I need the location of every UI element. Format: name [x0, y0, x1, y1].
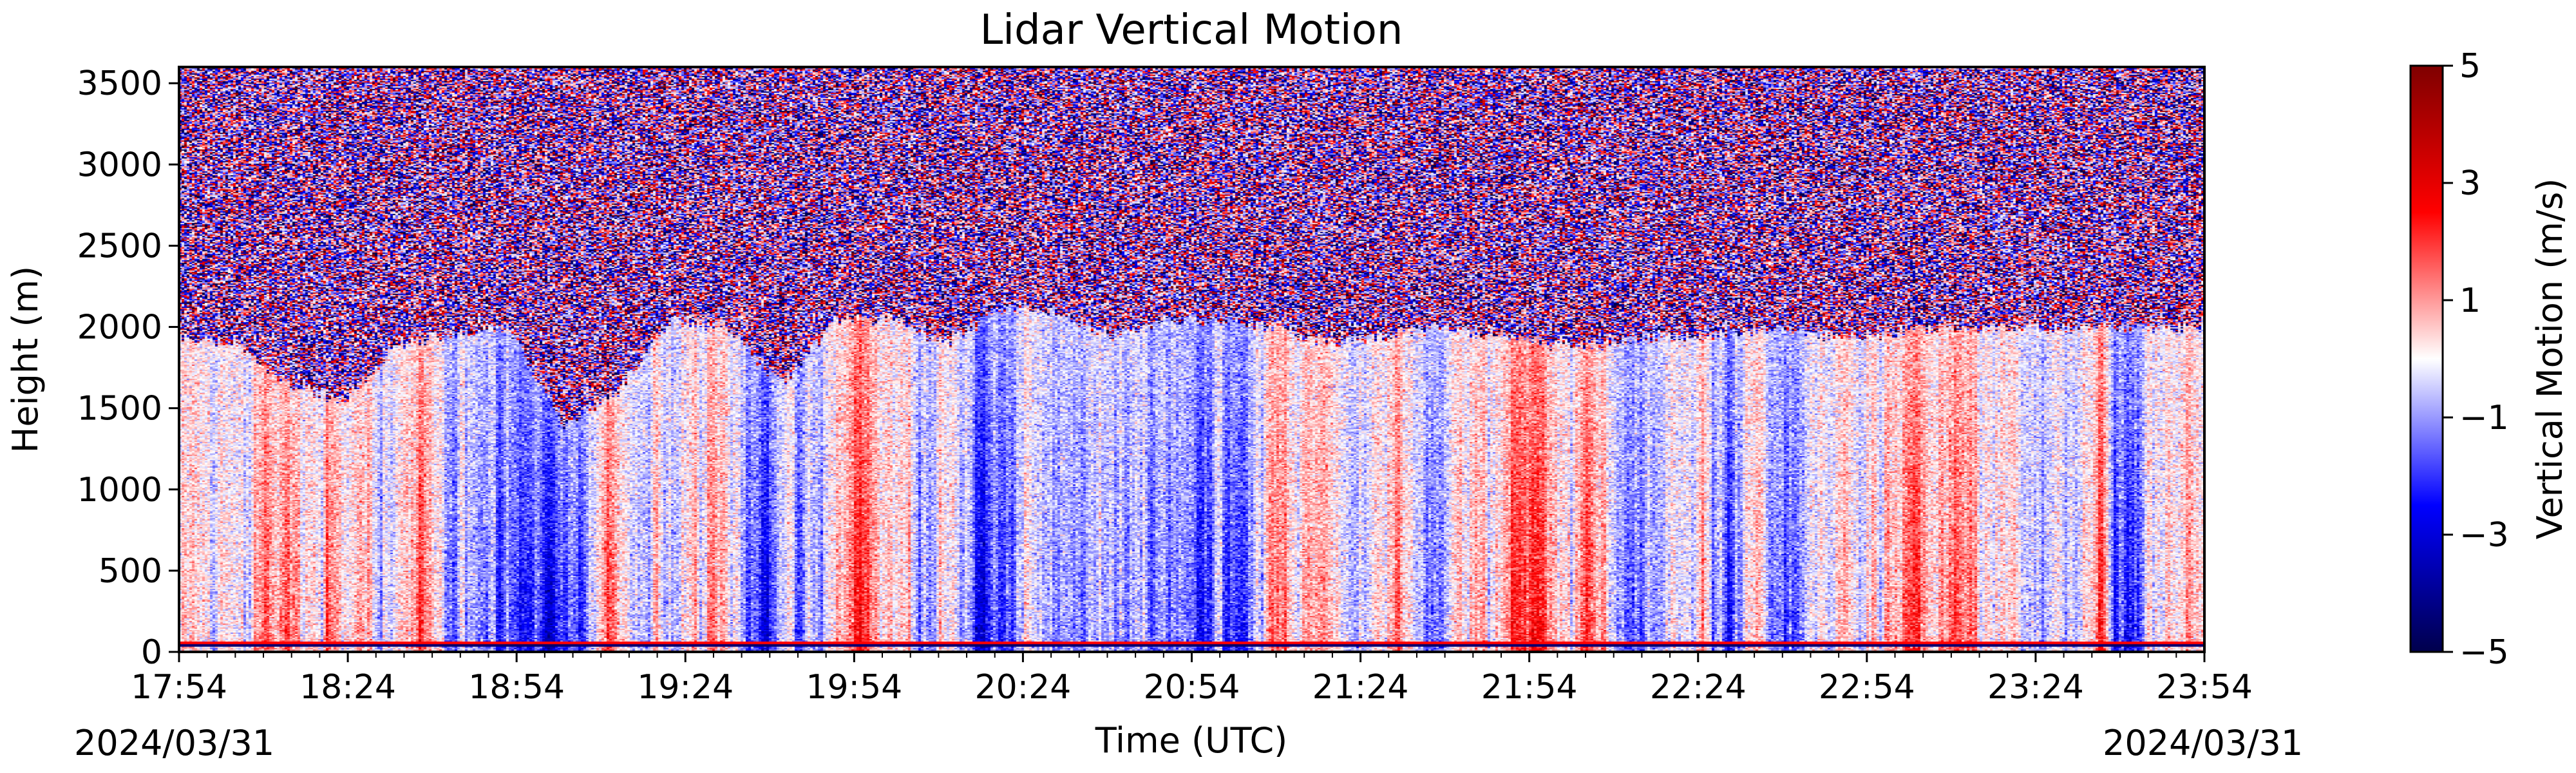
y-tick-label: 3500 [77, 64, 162, 103]
x-tick-label: 17:54 [131, 668, 227, 707]
x-tick-label: 21:24 [1312, 668, 1409, 707]
colorbar-tick-label: −3 [2459, 516, 2509, 555]
y-tick-label: 1500 [77, 390, 162, 428]
colorbar-tick-label: −1 [2459, 399, 2509, 437]
colorbar-gradient [2409, 64, 2444, 653]
y-tick-label: 0 [141, 633, 162, 672]
x-axis-label: Time (UTC) [1095, 720, 1288, 761]
colorbar-tick-label: 3 [2459, 164, 2481, 203]
x-tick-label: 22:24 [1650, 668, 1747, 707]
x-tick-label: 19:54 [806, 668, 902, 707]
x-tick-label: 23:54 [2156, 668, 2253, 707]
y-tick-label: 3000 [77, 146, 162, 184]
y-axis: 0 500 1000 1500 2000 2500 3000 3500 [77, 64, 179, 672]
y-tick-label: 1000 [77, 471, 162, 510]
y-tick-label: 2000 [77, 309, 162, 347]
colorbar-label: Vertical Motion (m/s) [2530, 178, 2570, 540]
colorbar-tick-label: 5 [2459, 47, 2481, 86]
start-date-label: 2024/03/31 [74, 723, 274, 763]
x-tick-label: 18:24 [299, 668, 396, 707]
x-tick-label: 18:54 [468, 668, 565, 707]
x-tick-label: 22:54 [1819, 668, 1915, 707]
end-date-label: 2024/03/31 [2103, 723, 2303, 763]
colorbar-tick-label: −5 [2459, 633, 2509, 672]
x-tick-label: 23:24 [1987, 668, 2084, 707]
heatmap-canvas [179, 67, 2204, 652]
colorbar: 5 3 1 −1 −3 −5 Vertical Motion (m/s) [2409, 47, 2570, 672]
plot-area [178, 66, 2206, 653]
colorbar-tick-label: 1 [2459, 282, 2481, 320]
chart-title: Lidar Vertical Motion [980, 6, 1403, 54]
x-tick-label: 20:54 [1144, 668, 1240, 707]
colorbar-ticks: 5 3 1 −1 −3 −5 [2443, 47, 2509, 672]
y-tick-label: 2500 [77, 227, 162, 265]
x-tick-label: 21:54 [1481, 668, 1578, 707]
x-tick-label: 20:24 [974, 668, 1071, 707]
x-tick-label: 19:24 [637, 668, 734, 707]
y-axis-label: Height (m) [5, 266, 46, 453]
x-axis: 17:54 18:24 18:54 19:24 19:54 20:24 20:54 21:24… [131, 652, 2253, 707]
y-tick-label: 500 [99, 552, 162, 591]
